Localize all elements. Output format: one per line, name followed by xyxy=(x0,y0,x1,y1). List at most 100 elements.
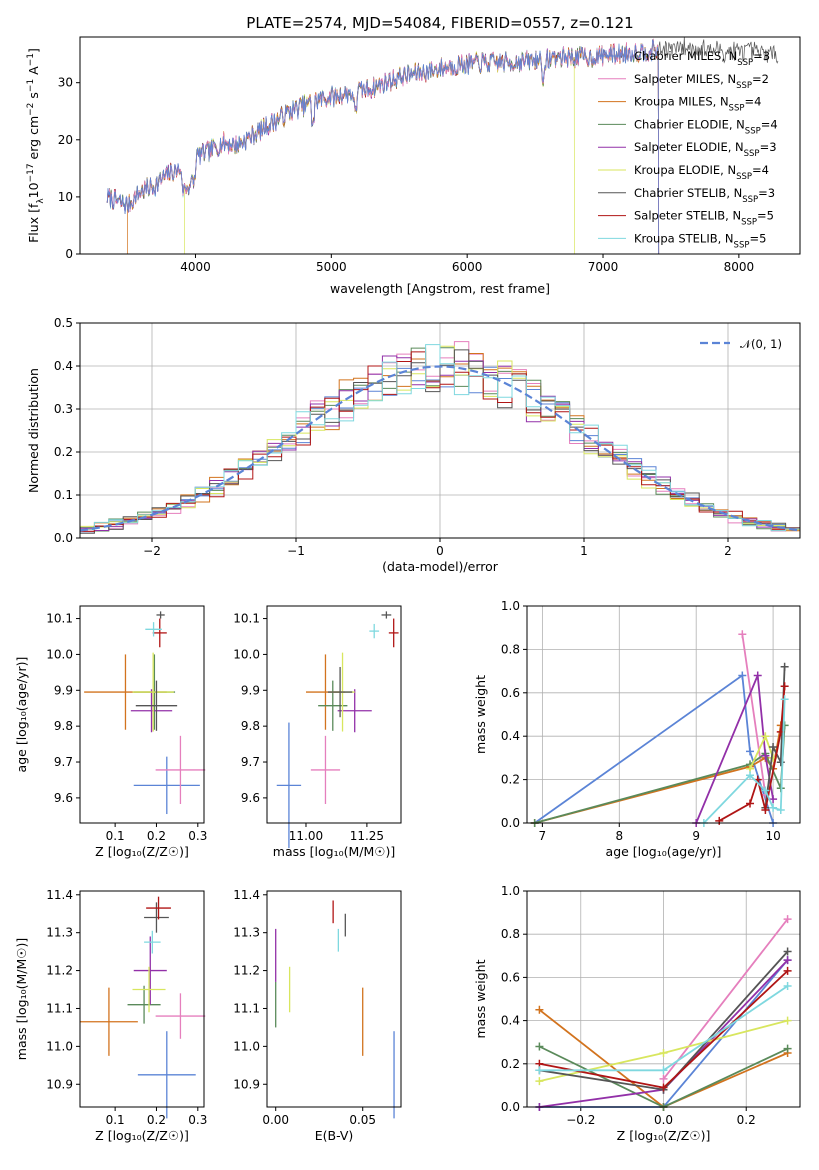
y-tick-label: 20 xyxy=(58,133,73,147)
data-point xyxy=(535,1066,544,1075)
normal-curve xyxy=(80,365,800,532)
data-point xyxy=(783,915,792,924)
plot-frame xyxy=(266,890,402,1108)
histograms xyxy=(80,341,800,536)
y-tick-label: 0.1 xyxy=(54,488,73,502)
errorbar-point xyxy=(132,966,166,1013)
data-point xyxy=(780,695,789,704)
x-axis-label: Z [log₁₀(Z/Z☉)] xyxy=(95,844,189,859)
data-point xyxy=(746,799,755,808)
age-vs-mass-panel: 11.00 11.25 9.6 9.7 9.8 9.9 10.0 10.1 mass [log₁… xyxy=(233,605,402,859)
figure-title: PLATE=2574, MJD=54084, FIBERID=0557, z=0… xyxy=(246,14,633,32)
errorbar-point xyxy=(310,735,341,804)
data-point xyxy=(535,1042,544,1051)
data-point xyxy=(738,630,747,639)
x-tick-label: −1 xyxy=(287,544,305,558)
histogram-kroupa-stelib xyxy=(80,344,800,535)
y-tick-label: 0.8 xyxy=(501,927,520,941)
spectrum-panel: 4000 5000 6000 7000 8000 0 10 20 30 wavelength [A… xyxy=(26,36,801,296)
y-tick-label: 11.2 xyxy=(233,964,260,978)
errorbar-point xyxy=(337,689,372,733)
x-tick-label: 1 xyxy=(580,544,588,558)
y-tick-label: 9.9 xyxy=(54,683,73,697)
x-tick-label: 0 xyxy=(436,544,444,558)
errorbar-point xyxy=(130,689,173,733)
x-tick-label: 0.2 xyxy=(147,1113,166,1127)
x-tick-label: 2 xyxy=(724,544,732,558)
x-tick-label: 11.25 xyxy=(350,829,384,843)
legend-entry: Kroupa STELIB, NSSP=5 xyxy=(634,231,766,250)
legend-entry: Salpeter STELIB, NSSP=5 xyxy=(634,209,774,228)
x-tick-label: −2 xyxy=(143,544,161,558)
y-tick-label: 10.1 xyxy=(46,612,73,626)
x-axis-label: E(B-V) xyxy=(315,1128,354,1143)
spectrum-legend: Chabrier MILES, NSSP=3 Salpeter MILES, NS… xyxy=(598,49,778,250)
errorbar-point xyxy=(276,722,302,849)
y-tick-label: 11.2 xyxy=(46,964,73,978)
plot-frame xyxy=(79,890,205,1108)
y-tick-label: 0.0 xyxy=(501,1100,520,1114)
y-tick-label: 10 xyxy=(58,190,73,204)
data-point xyxy=(761,732,770,741)
y-tick-label: 11.4 xyxy=(46,888,73,902)
y-tick-label: 9.7 xyxy=(241,755,260,769)
x-axis-label: mass [log₁₀(M/M☉)] xyxy=(273,844,395,859)
x-tick-label: 4000 xyxy=(180,260,211,274)
y-tick-label: 9.7 xyxy=(54,755,73,769)
data-point xyxy=(769,795,778,804)
legend-entry: Salpeter ELODIE, NSSP=3 xyxy=(634,140,777,159)
data-point xyxy=(761,751,770,760)
errorbar-point xyxy=(135,680,178,731)
errorbar-point xyxy=(388,618,399,648)
data-point xyxy=(780,682,789,691)
plot-frame xyxy=(266,605,402,824)
y-tick-label: 9.6 xyxy=(54,791,73,805)
y-tick-label: 11.0 xyxy=(233,1039,260,1053)
x-tick-label: 0.2 xyxy=(737,1113,756,1127)
plot-frame xyxy=(79,36,801,255)
errorbar-point xyxy=(381,611,392,619)
data-point xyxy=(761,786,770,795)
data-point xyxy=(761,805,770,814)
data-point xyxy=(659,1049,668,1057)
age-vs-Z-panel: 0.1 0.2 0.3 9.6 9.7 9.8 9.9 10.0 10.1 Z [log₁₀(Z/… xyxy=(14,605,207,859)
data-point xyxy=(776,805,785,814)
spectrum-line-kroupa-stelib xyxy=(106,40,660,254)
errorbar-point xyxy=(127,985,161,1024)
y-tick-label: 10.9 xyxy=(46,1077,73,1091)
x-tick-label: 0.1 xyxy=(106,829,125,843)
series-line xyxy=(534,725,782,824)
y-tick-label: 0.4 xyxy=(501,729,520,743)
data-point xyxy=(776,758,785,767)
series-line xyxy=(695,675,774,824)
x-tick-label: 9 xyxy=(692,829,700,843)
y-tick-label: 9.6 xyxy=(241,791,260,805)
legend-entry: Chabrier ELODIE, NSSP=4 xyxy=(634,117,778,136)
y-tick-label: 0.4 xyxy=(501,1014,520,1028)
x-axis-label: Z [log₁₀(Z/Z☉)] xyxy=(95,1128,189,1143)
x-tick-label: 5000 xyxy=(316,260,347,274)
plot-frame xyxy=(526,605,801,824)
data-point xyxy=(535,1077,544,1086)
plot-frame xyxy=(79,605,205,824)
x-tick-label: 0.3 xyxy=(188,829,207,843)
x-tick-label: 0.2 xyxy=(147,829,166,843)
legend-entry: Chabrier MILES, NSSP=3 xyxy=(634,49,770,68)
y-tick-label: 0.3 xyxy=(54,402,73,416)
x-axis-label: wavelength [Angstrom, rest frame] xyxy=(330,281,550,296)
data-point xyxy=(746,771,755,780)
y-axis-label: mass [log₁₀(M/M☉)] xyxy=(14,938,29,1060)
y-tick-label: 0.0 xyxy=(501,816,520,830)
data-point xyxy=(783,956,792,965)
y-axis-label: Normed distribution xyxy=(26,368,41,493)
mass-vs-ebv-panel: 0.00 0.05 10.9 11.0 11.1 11.2 11.3 11.4 E(B-V) xyxy=(233,888,402,1143)
y-tick-label: 11.3 xyxy=(46,926,73,940)
errorbar-point xyxy=(144,930,161,954)
spectrum-line-salpeter-miles xyxy=(106,38,660,254)
y-tick-label: 0.6 xyxy=(501,970,520,984)
y-tick-label: 11.1 xyxy=(233,1001,260,1015)
x-axis-label: age [log₁₀(age/yr)] xyxy=(606,844,722,859)
series-line xyxy=(703,699,786,824)
legend-entry: Chabrier STELIB, NSSP=3 xyxy=(634,186,775,205)
